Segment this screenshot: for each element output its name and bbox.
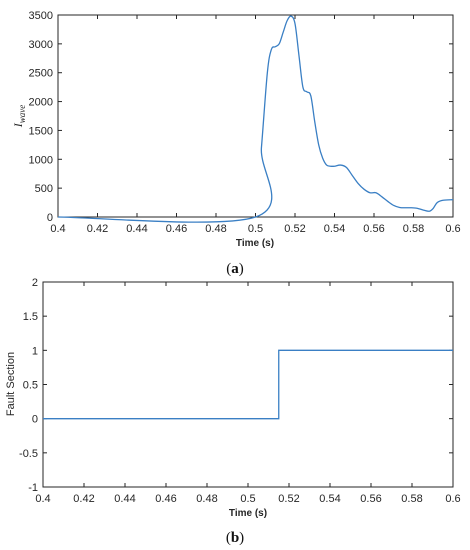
x-tick-label: 0.52 — [278, 493, 299, 505]
plot-area-b — [42, 281, 454, 488]
y-axis-label-a: Iwave — [11, 105, 27, 129]
x-ticks-a: 0.4 0.42 0.44 0.46 0.48 0.5 0.52 0.54 0.56 0.58 0.… — [50, 15, 461, 235]
y-tick-label: 1000 — [29, 154, 53, 166]
y-tick-label: 500 — [35, 183, 53, 195]
x-tick-label: 0.44 — [126, 223, 147, 235]
x-tick-label: 0.42 — [87, 223, 108, 235]
caption-b: (b) — [226, 530, 244, 546]
x-tick-label: 0.4 — [50, 223, 65, 235]
x-tick-label: 0.48 — [205, 223, 226, 235]
y-tick-label: 0.5 — [23, 380, 38, 392]
y-tick-label: 0 — [47, 212, 53, 224]
y-ticks-a: 0 500 1000 1500 2000 2500 3000 3500 — [29, 10, 453, 224]
x-tick-label: 0.5 — [240, 493, 255, 505]
x-tick-label: 0.52 — [284, 223, 305, 235]
x-tick-label: 0.54 — [324, 223, 345, 235]
x-axis-label-b: Time (s) — [229, 508, 267, 519]
chart-panel-a: 0.4 0.42 0.44 0.46 0.48 0.5 0.52 0.54 0.56 0.58 0.… — [11, 10, 461, 277]
y-tick-label: 3000 — [29, 39, 53, 51]
x-tick-label: 0.6 — [445, 223, 460, 235]
caption-a: (a) — [226, 261, 244, 277]
y-tick-label: -0.5 — [19, 448, 38, 460]
y-tick-label: 0 — [32, 414, 38, 426]
x-tick-label: 0.54 — [319, 493, 340, 505]
y-tick-label: 1.5 — [23, 311, 38, 323]
y-tick-label: 1 — [32, 345, 38, 357]
y-tick-label: 1500 — [29, 125, 53, 137]
y-axis-label-b: Fault Section — [5, 352, 17, 416]
series-line-a — [57, 15, 454, 223]
y-tick-label: -1 — [28, 482, 38, 494]
x-tick-label: 0.5 — [248, 223, 263, 235]
chart-panel-b: 0.4 0.42 0.44 0.46 0.48 0.5 0.52 0.54 0.56 0.58 0.… — [5, 277, 461, 546]
x-ticks-b: 0.4 0.42 0.44 0.46 0.48 0.5 0.52 0.54 0.56 0.58 0.… — [35, 282, 461, 505]
x-tick-label: 0.46 — [166, 223, 187, 235]
x-tick-label: 0.44 — [114, 493, 135, 505]
x-tick-label: 0.56 — [360, 493, 381, 505]
x-axis-label-a: Time (s) — [236, 238, 274, 249]
x-tick-label: 0.56 — [363, 223, 384, 235]
x-tick-label: 0.58 — [401, 493, 422, 505]
plot-area-a — [57, 14, 454, 218]
y-tick-label: 3500 — [29, 10, 53, 22]
y-tick-label: 2000 — [29, 97, 53, 109]
series-line-b — [43, 349, 453, 420]
y-tick-label: 2500 — [29, 68, 53, 80]
x-tick-label: 0.4 — [35, 493, 50, 505]
x-tick-label: 0.42 — [73, 493, 94, 505]
y-tick-label: 2 — [32, 277, 38, 289]
x-tick-label: 0.48 — [196, 493, 217, 505]
x-tick-label: 0.58 — [403, 223, 424, 235]
x-tick-label: 0.46 — [155, 493, 176, 505]
x-tick-label: 0.6 — [445, 493, 460, 505]
